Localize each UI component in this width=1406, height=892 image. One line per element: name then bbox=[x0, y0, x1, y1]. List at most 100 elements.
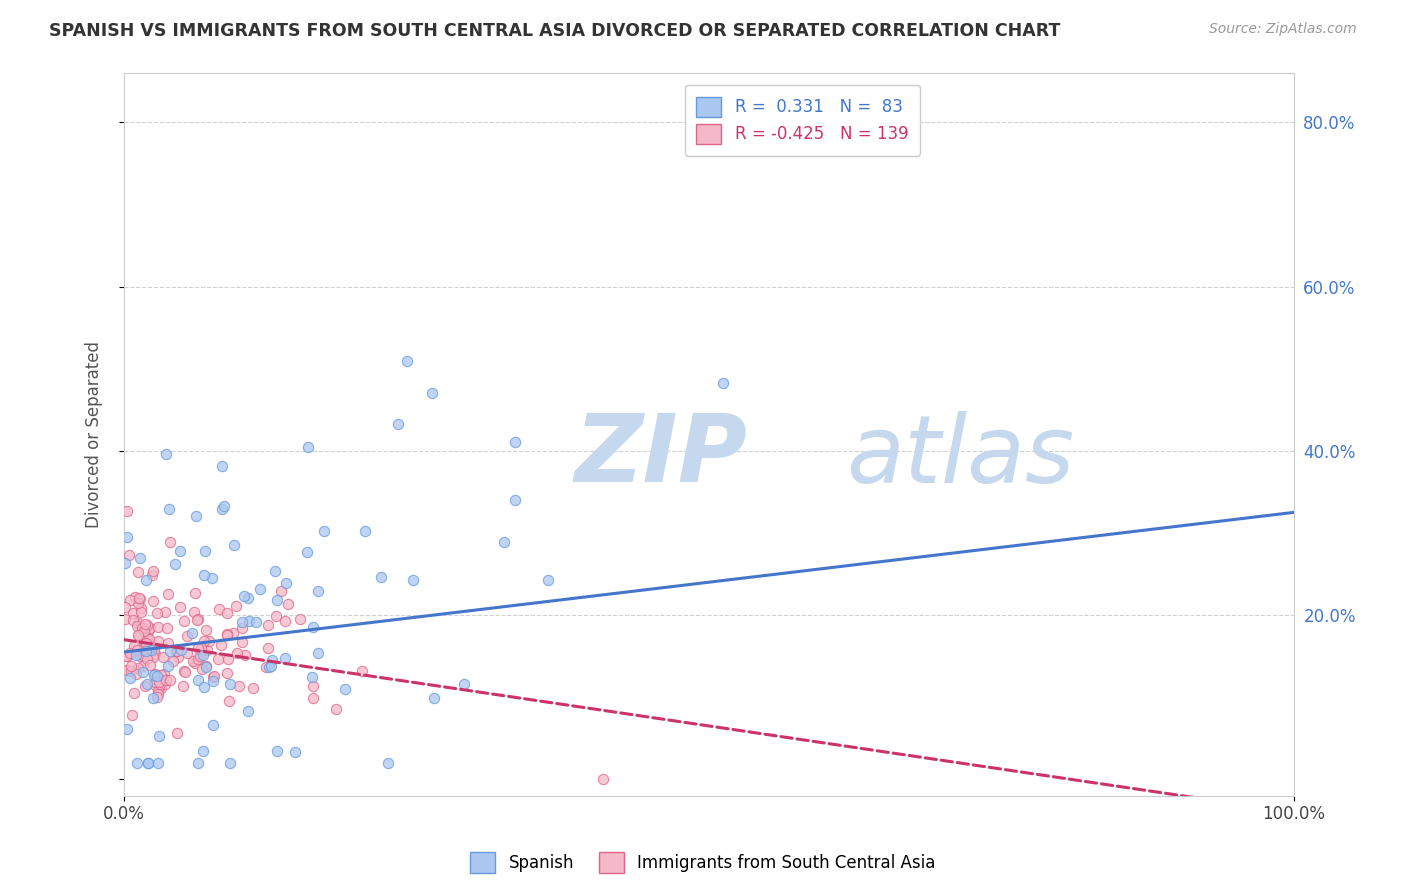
Point bbox=[122, 686, 145, 700]
Point bbox=[193, 633, 215, 648]
Point bbox=[273, 614, 295, 628]
Point bbox=[242, 681, 264, 695]
Point bbox=[169, 543, 191, 558]
Point bbox=[155, 673, 177, 687]
Point bbox=[301, 690, 323, 705]
Point bbox=[183, 654, 205, 668]
Point bbox=[387, 417, 409, 431]
Point bbox=[115, 663, 138, 677]
Point bbox=[231, 621, 253, 635]
Point bbox=[127, 619, 149, 633]
Point bbox=[146, 606, 169, 620]
Point bbox=[131, 621, 153, 635]
Point bbox=[165, 644, 187, 658]
Point bbox=[236, 591, 259, 605]
Point bbox=[136, 624, 159, 638]
Point bbox=[295, 544, 318, 558]
Point bbox=[139, 658, 162, 673]
Point bbox=[146, 668, 169, 682]
Point bbox=[183, 606, 205, 620]
Point bbox=[257, 660, 280, 674]
Point bbox=[260, 653, 283, 667]
Point bbox=[129, 649, 152, 664]
Point bbox=[166, 726, 188, 740]
Point bbox=[333, 681, 356, 696]
Point bbox=[195, 623, 218, 637]
Point bbox=[224, 538, 246, 552]
Point bbox=[149, 668, 172, 682]
Point bbox=[711, 376, 734, 391]
Point bbox=[308, 646, 330, 660]
Point bbox=[193, 681, 215, 695]
Point bbox=[215, 627, 238, 641]
Point bbox=[193, 567, 215, 582]
Point bbox=[143, 678, 166, 692]
Point bbox=[233, 648, 256, 662]
Point bbox=[121, 708, 143, 723]
Point bbox=[180, 625, 202, 640]
Point bbox=[193, 648, 215, 662]
Point bbox=[129, 600, 152, 615]
Point bbox=[188, 648, 211, 663]
Point bbox=[143, 666, 166, 681]
Point bbox=[201, 674, 224, 689]
Point bbox=[148, 619, 170, 633]
Point bbox=[134, 679, 156, 693]
Point bbox=[156, 586, 179, 600]
Point bbox=[159, 644, 181, 658]
Point bbox=[157, 502, 180, 516]
Point bbox=[127, 661, 149, 675]
Point bbox=[122, 639, 145, 653]
Point bbox=[148, 634, 170, 648]
Point bbox=[231, 635, 253, 649]
Point bbox=[157, 636, 180, 650]
Point bbox=[134, 636, 156, 650]
Point bbox=[215, 627, 238, 641]
Point bbox=[138, 756, 160, 770]
Text: SPANISH VS IMMIGRANTS FROM SOUTH CENTRAL ASIA DIVORCED OR SEPARATED CORRELATION : SPANISH VS IMMIGRANTS FROM SOUTH CENTRAL… bbox=[49, 22, 1060, 40]
Point bbox=[370, 570, 392, 584]
Point bbox=[225, 646, 247, 660]
Point bbox=[274, 651, 297, 665]
Point bbox=[200, 572, 222, 586]
Point bbox=[135, 644, 157, 658]
Point bbox=[142, 649, 165, 664]
Point bbox=[125, 666, 148, 681]
Point bbox=[155, 447, 177, 461]
Point bbox=[211, 501, 233, 516]
Point bbox=[195, 643, 218, 657]
Point bbox=[217, 652, 239, 666]
Point bbox=[270, 584, 292, 599]
Point bbox=[149, 681, 172, 695]
Point bbox=[453, 676, 475, 690]
Point bbox=[156, 622, 179, 636]
Point bbox=[141, 639, 163, 653]
Point bbox=[350, 665, 373, 679]
Point bbox=[222, 625, 245, 640]
Point bbox=[202, 718, 225, 732]
Point bbox=[503, 434, 526, 449]
Point bbox=[127, 756, 149, 770]
Point bbox=[114, 612, 136, 626]
Point bbox=[211, 638, 233, 652]
Point bbox=[148, 675, 170, 690]
Point bbox=[184, 656, 207, 670]
Point bbox=[127, 596, 149, 610]
Point bbox=[162, 654, 184, 668]
Point bbox=[143, 667, 166, 681]
Point bbox=[377, 756, 399, 770]
Point bbox=[127, 628, 149, 642]
Point bbox=[187, 652, 209, 666]
Point bbox=[396, 353, 419, 368]
Point bbox=[114, 557, 136, 571]
Point bbox=[141, 568, 163, 582]
Point bbox=[128, 551, 150, 566]
Point bbox=[503, 493, 526, 508]
Point bbox=[190, 640, 212, 655]
Point bbox=[494, 535, 516, 549]
Point bbox=[191, 744, 214, 758]
Point bbox=[401, 573, 423, 587]
Point bbox=[166, 644, 188, 658]
Point bbox=[219, 756, 242, 770]
Legend: R =  0.331   N =  83, R = -0.425   N = 139: R = 0.331 N = 83, R = -0.425 N = 139 bbox=[685, 85, 920, 155]
